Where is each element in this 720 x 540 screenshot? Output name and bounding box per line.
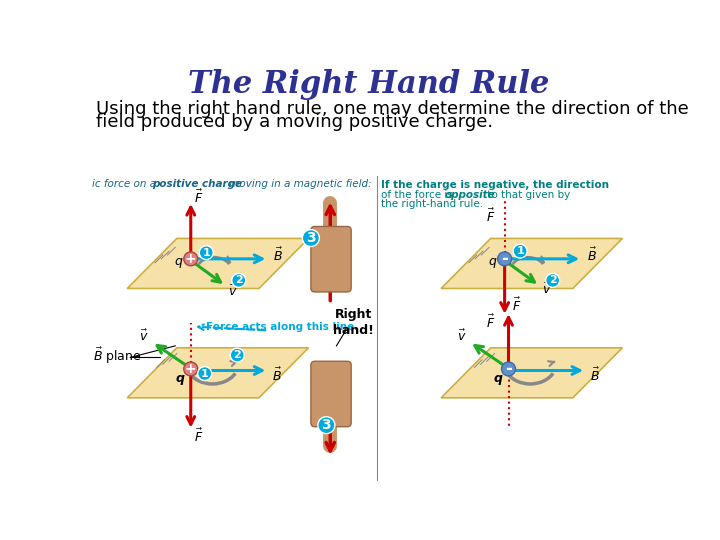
FancyBboxPatch shape — [311, 226, 351, 292]
Text: 2: 2 — [235, 275, 243, 286]
Text: q: q — [174, 255, 182, 268]
Text: +: + — [185, 252, 197, 266]
Text: $\vec{B}$: $\vec{B}$ — [272, 367, 282, 384]
Text: 1: 1 — [202, 248, 210, 258]
Text: opposite: opposite — [445, 190, 495, 200]
Circle shape — [199, 246, 213, 260]
Polygon shape — [127, 239, 309, 288]
Text: Force acts along this line.: Force acts along this line. — [206, 322, 359, 332]
Polygon shape — [127, 348, 309, 398]
Circle shape — [184, 252, 198, 266]
Text: -: - — [505, 360, 512, 378]
Text: 1: 1 — [201, 369, 209, 379]
Text: Using the right hand rule, one may determine the direction of the: Using the right hand rule, one may deter… — [96, 100, 689, 118]
Circle shape — [318, 417, 335, 434]
Text: positive charge: positive charge — [152, 179, 242, 189]
Text: +: + — [185, 362, 197, 376]
Circle shape — [498, 252, 512, 266]
Text: to that given by: to that given by — [484, 190, 570, 200]
Polygon shape — [441, 239, 622, 288]
Text: $\vec{B}$: $\vec{B}$ — [587, 246, 597, 264]
Text: $\vec{v}$: $\vec{v}$ — [140, 329, 149, 344]
Text: moving in a magnetic field:: moving in a magnetic field: — [225, 179, 372, 189]
Polygon shape — [441, 348, 622, 398]
Text: $\vec{F}$: $\vec{F}$ — [194, 188, 203, 206]
Text: -: - — [501, 250, 508, 268]
Text: Right
hand!: Right hand! — [333, 308, 374, 338]
Text: The Right Hand Rule: The Right Hand Rule — [189, 69, 549, 100]
FancyBboxPatch shape — [311, 361, 351, 427]
Text: $\vec{F}$: $\vec{F}$ — [486, 208, 495, 225]
Circle shape — [302, 230, 320, 247]
Text: $\vec{v}$: $\vec{v}$ — [228, 284, 238, 299]
Circle shape — [513, 244, 527, 258]
Text: ic force on a: ic force on a — [91, 179, 159, 189]
Text: $\vec{F}$: $\vec{F}$ — [194, 428, 203, 446]
Text: If the charge is negative, the direction: If the charge is negative, the direction — [382, 180, 609, 190]
Text: $\vec{F}$: $\vec{F}$ — [486, 313, 495, 330]
Text: $\vec{F}$: $\vec{F}$ — [512, 297, 521, 314]
Text: $\vec{v}$: $\vec{v}$ — [542, 282, 552, 298]
Text: q: q — [493, 372, 502, 384]
Circle shape — [198, 367, 212, 381]
Text: $\vec{v}$: $\vec{v}$ — [457, 329, 467, 344]
Text: q: q — [488, 255, 496, 268]
Text: field produced by a moving positive charge.: field produced by a moving positive char… — [96, 113, 493, 131]
Circle shape — [546, 273, 559, 287]
Circle shape — [232, 273, 246, 287]
Text: 3: 3 — [322, 418, 331, 432]
Text: the right-hand rule.: the right-hand rule. — [382, 199, 484, 209]
Circle shape — [184, 362, 198, 376]
Text: $\vec{B}$: $\vec{B}$ — [590, 367, 600, 384]
Text: 2: 2 — [549, 275, 557, 286]
Text: 3: 3 — [306, 231, 315, 245]
Text: 2: 2 — [233, 350, 241, 360]
Text: $\vec{B}$: $\vec{B}$ — [273, 246, 283, 264]
Text: q: q — [176, 372, 184, 384]
Text: of the force is: of the force is — [382, 190, 456, 200]
Circle shape — [502, 362, 516, 376]
Text: $\vec{B}$ plane: $\vec{B}$ plane — [93, 346, 142, 366]
Circle shape — [230, 348, 244, 362]
Text: 1: 1 — [516, 246, 524, 256]
